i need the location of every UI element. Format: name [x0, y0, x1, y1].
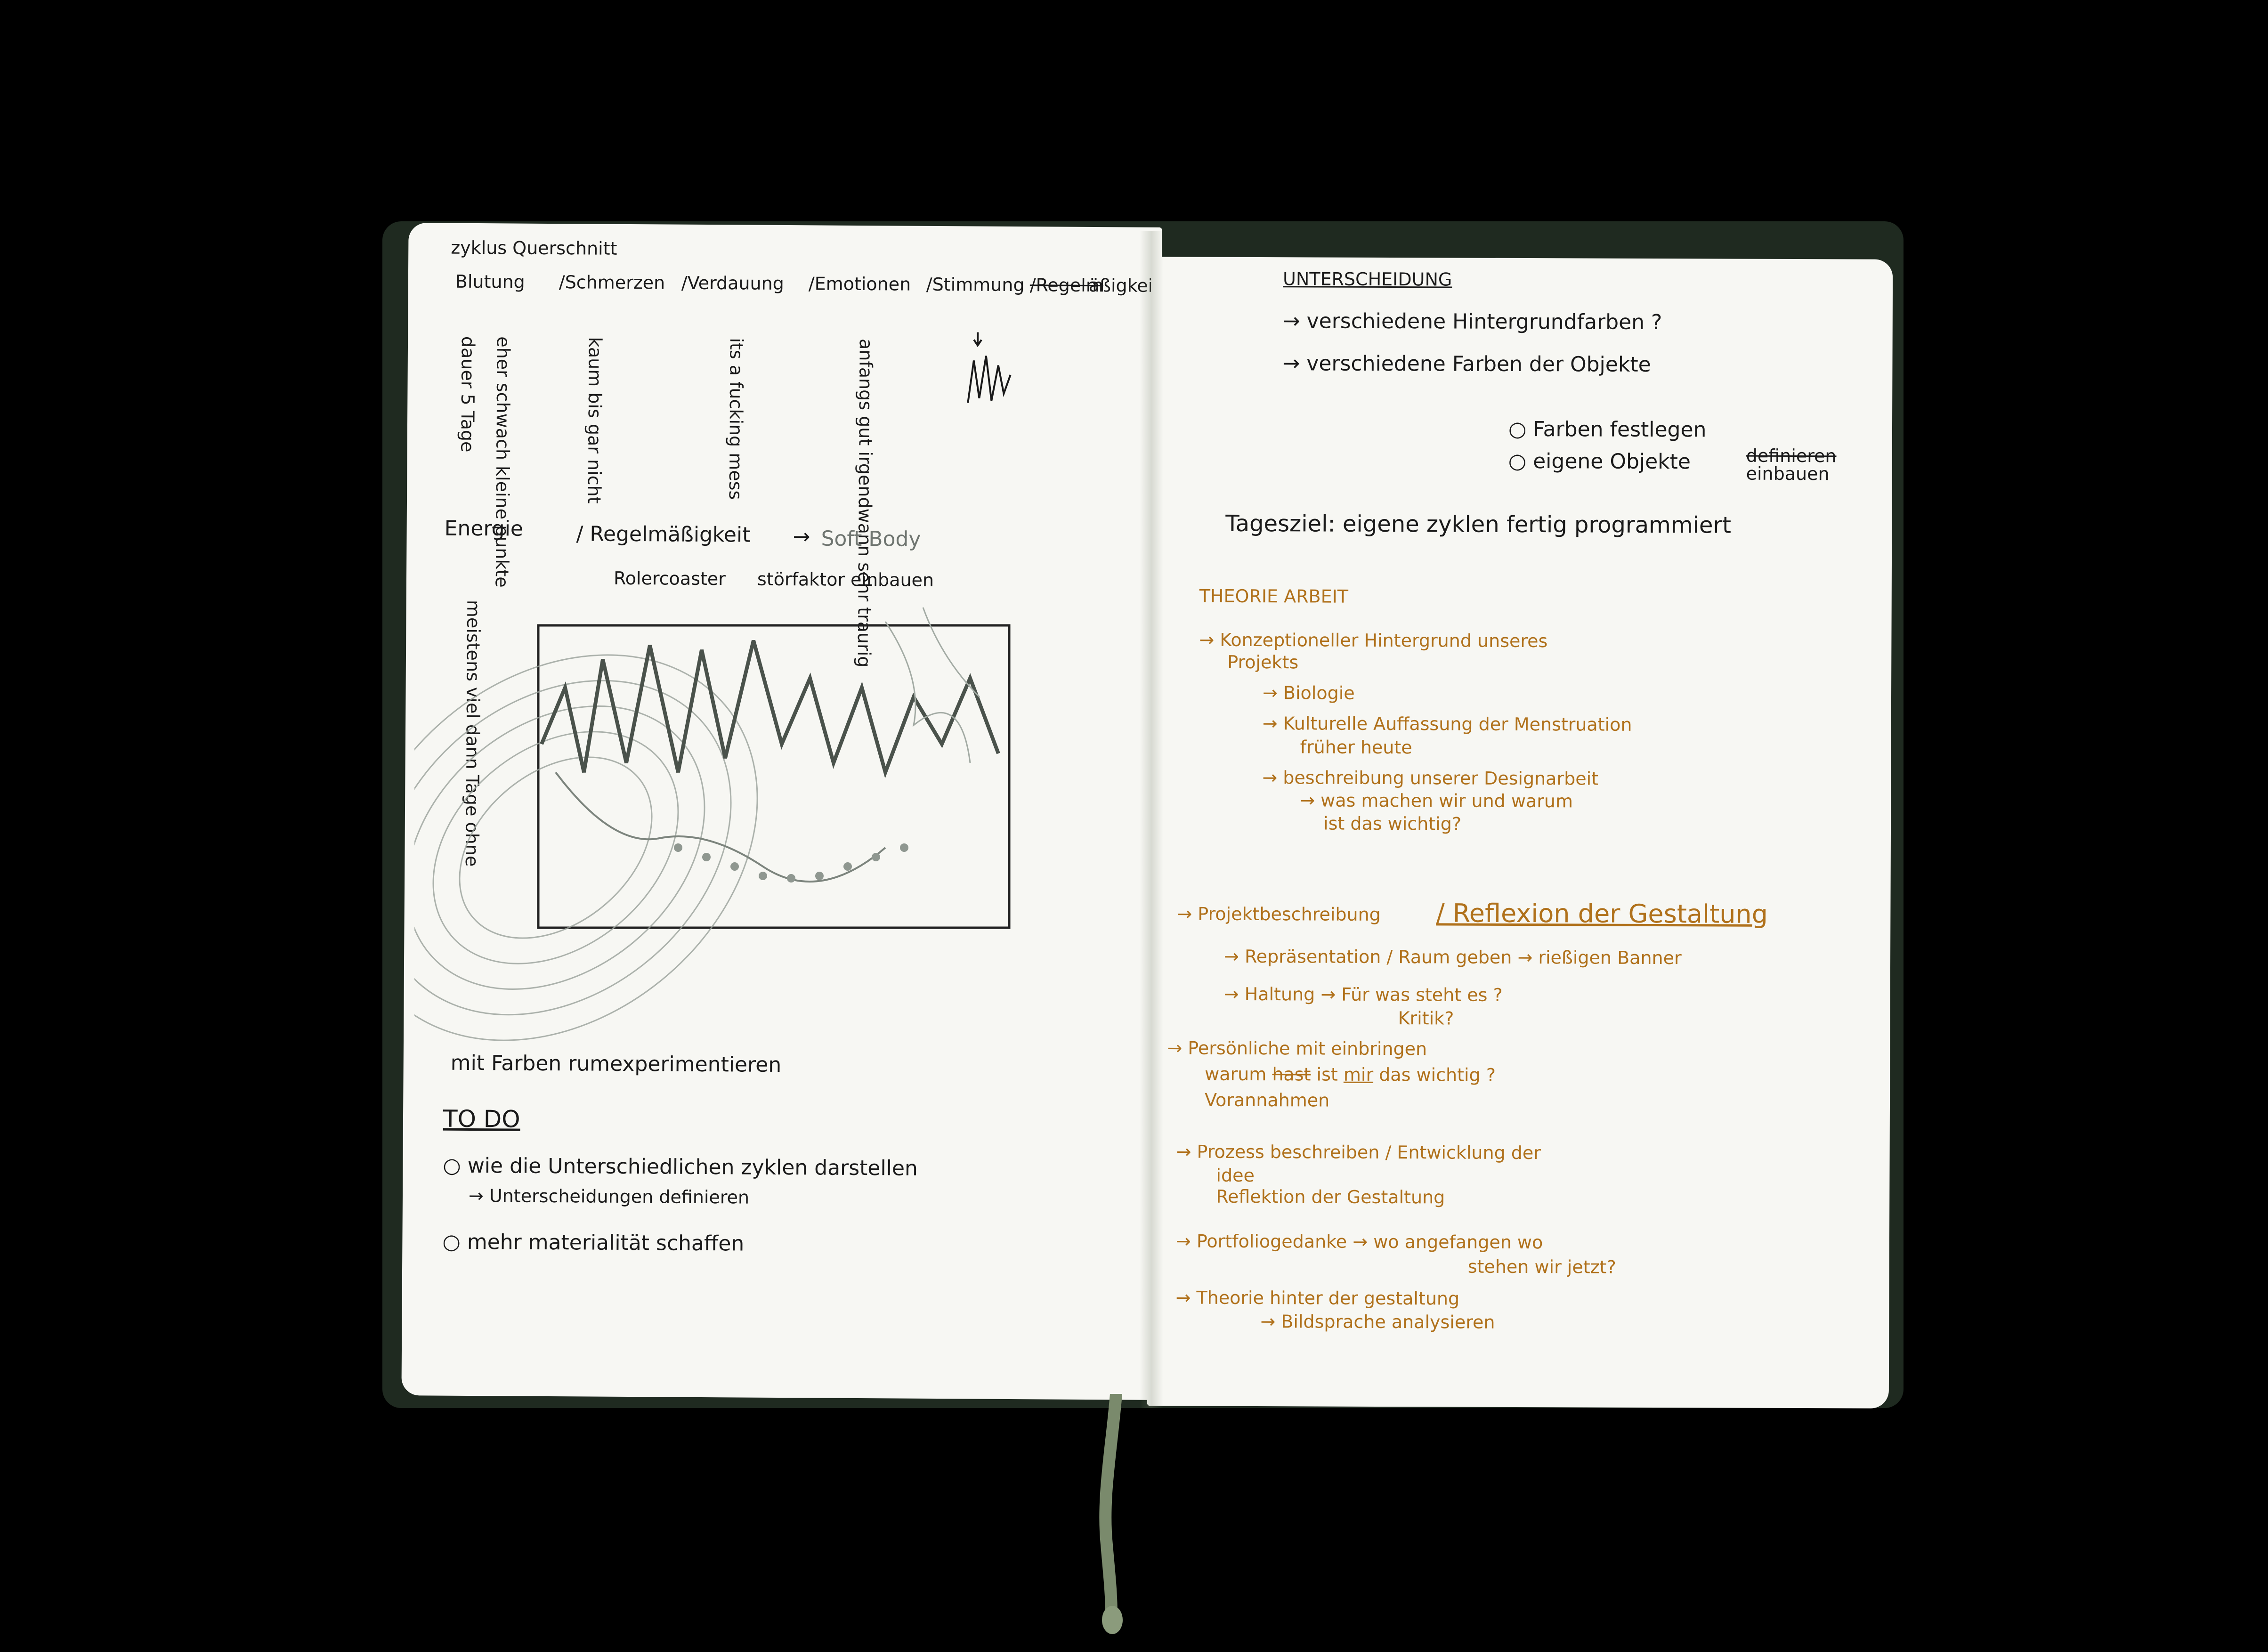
note-emotionen: its a fucking mess: [725, 338, 747, 500]
projekt-item: → Projektbeschreibung: [1177, 903, 1381, 925]
theorie-biologie: → Biologie: [1262, 682, 1355, 704]
cycle-title: zyklus Querschnitt: [451, 237, 617, 259]
einbauen-label: einbauen: [1746, 463, 1830, 485]
bookmark-ribbon: [1099, 1394, 1123, 1634]
prozess-item: → Prozess beschreiben / Entwicklung der: [1176, 1141, 1541, 1164]
category-stimmung: /Stimmung: [926, 274, 1025, 296]
arrow-icon: →: [793, 525, 810, 549]
todo-item-1-sub: → Unterscheidungen definieren: [468, 1185, 750, 1208]
theorie-kulturelle: → Kulturelle Auffassung der Menstruation: [1262, 713, 1632, 735]
prozess-reflektion: Reflektion der Gestaltung: [1216, 1186, 1445, 1208]
left-page: zyklus Querschnitt Blutung /Schmerzen /V…: [401, 223, 1162, 1400]
tagesziel: Tagesziel: eigene zyklen fertig programm…: [1225, 510, 1732, 539]
prozess-idee: idee: [1216, 1165, 1255, 1186]
haltung-item: → Haltung → Für was steht es ?: [1223, 983, 1503, 1005]
theorie-gestaltung-item: → Theorie hinter der gestaltung: [1175, 1287, 1460, 1309]
warum-line: warum hast ist mir das wichtig ?: [1205, 1063, 1496, 1085]
repraesentation-item: → Repräsentation / Raum geben → rießigen…: [1224, 946, 1682, 969]
right-page: UNTERSCHEIDUNG → verschiedene Hintergrun…: [1147, 257, 1893, 1409]
persoenliche-item: → Persönliche mit einbringen: [1167, 1037, 1427, 1060]
note-verdauung: kaum bis gar nicht: [583, 337, 606, 504]
todo-item-1: ○ wie die Unterschiedlichen zyklen darst…: [443, 1153, 918, 1181]
reflexion-label: / Reflexion der Gestaltung: [1436, 898, 1768, 929]
note-punkte: eher schwach kleine punkte: [491, 336, 514, 588]
portfolio-stehen: stehen wir jetzt?: [1467, 1256, 1616, 1278]
theorie-was: → was machen wir und warum: [1300, 790, 1573, 812]
stoerfaktor-label: störfaktor einbauen: [757, 568, 934, 591]
todo-heading: TO DO: [443, 1105, 520, 1133]
unterscheidung-heading: UNTERSCHEIDUNG: [1283, 268, 1452, 290]
portfolio-item: → Portfoliogedanke → wo angefangen wo: [1175, 1231, 1543, 1253]
category-schmerzen: /Schmerzen: [559, 272, 665, 293]
note-dauer: dauer 5 Tage: [457, 336, 478, 453]
energy-label: Energie: [444, 516, 524, 541]
unterscheidung-item-2: → verschiedene Farben der Objekte: [1282, 351, 1651, 377]
eigene-objekte: ○ eigene Objekte: [1508, 449, 1691, 474]
experiment-note: mit Farben rumexperimentieren: [450, 1051, 782, 1077]
vorannahmen-label: Vorannahmen: [1204, 1089, 1330, 1111]
category-blutung: Blutung: [455, 271, 525, 292]
category-verdauung: /Verdauung: [681, 272, 784, 294]
page-gutter: [1140, 231, 1163, 1408]
theorie-heading: THEORIE ARBEIT: [1199, 585, 1349, 607]
farben-festlegen: ○ Farben festlegen: [1508, 417, 1707, 442]
theorie-item-1b: Projekts: [1227, 651, 1299, 673]
energy-sketch: [414, 607, 1011, 1041]
theorie-ist: ist das wichtig?: [1323, 813, 1462, 834]
todo-item-2: ○ mehr materialität schaffen: [442, 1230, 745, 1256]
soft-body-label: Soft Body: [821, 526, 921, 551]
rollercoaster-label: Rolercoaster: [613, 567, 726, 590]
theorie-item-1: → Konzeptioneller Hintergrund unseres: [1199, 629, 1548, 652]
theorie-beschreibung: → beschreibung unserer Designarbeit: [1262, 767, 1599, 789]
regularity-label: / Regelmäßigkeit: [576, 522, 751, 547]
kritik-label: Kritik?: [1398, 1008, 1454, 1029]
unterscheidung-item-1: → verschiedene Hintergrundfarben ?: [1282, 309, 1662, 335]
bildsprache-item: → Bildsprache analysieren: [1260, 1311, 1495, 1333]
category-emotionen: /Emotionen: [808, 273, 911, 295]
theorie-frueher: früher heute: [1300, 737, 1412, 758]
mood-zigzag-icon: [967, 332, 1012, 403]
